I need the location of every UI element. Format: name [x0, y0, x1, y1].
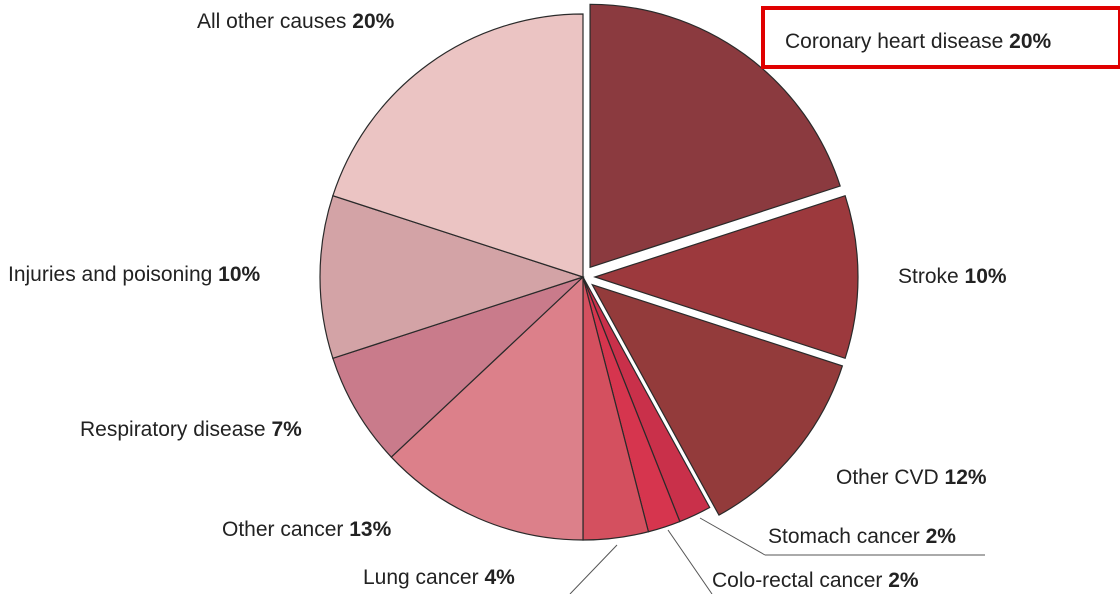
- value-label: 10%: [218, 263, 260, 286]
- pie-slice: [593, 194, 859, 360]
- value-label: 20%: [1009, 30, 1051, 53]
- pie-slice: [590, 283, 844, 516]
- value-label: 2%: [926, 525, 957, 548]
- category-name: Respiratory disease: [80, 418, 266, 441]
- category-name: All other causes: [197, 10, 346, 33]
- slice-label: Lung cancer 4%: [363, 566, 515, 589]
- value-label: 13%: [349, 518, 391, 541]
- slice-label: Stroke 10%: [898, 265, 1007, 288]
- category-name: Injuries and poisoning: [8, 263, 212, 286]
- pie-slice: [332, 13, 584, 278]
- value-label: 2%: [888, 569, 919, 592]
- slice-label: Stomach cancer 2%: [768, 525, 956, 548]
- category-name: Other CVD: [836, 466, 939, 489]
- slices: [319, 3, 859, 541]
- slice-label: Other CVD 12%: [836, 466, 987, 489]
- value-label: 7%: [271, 418, 302, 441]
- category-name: Other cancer: [222, 518, 343, 541]
- category-name: Lung cancer: [363, 566, 479, 589]
- category-name: Stroke: [898, 265, 959, 288]
- category-name: Stomach cancer: [768, 525, 920, 548]
- slice-label: All other causes 20%: [197, 10, 395, 33]
- leader-line: [569, 544, 618, 594]
- slice-label: Respiratory disease 7%: [80, 418, 302, 441]
- slice-label: Other cancer 13%: [222, 518, 392, 541]
- slice-label: Injuries and poisoning 10%: [8, 263, 261, 286]
- leader-line: [699, 517, 766, 556]
- value-label: 12%: [945, 466, 987, 489]
- slice-label: Coronary heart disease 20%: [785, 30, 1051, 53]
- leader-line: [667, 529, 713, 594]
- category-name: Colo-rectal cancer: [712, 569, 882, 592]
- value-label: 20%: [352, 10, 394, 33]
- pie-slice: [390, 275, 584, 541]
- pie-slice: [332, 276, 584, 458]
- pie-slice: [319, 194, 585, 360]
- highlight-box: [761, 6, 1120, 69]
- labels: Coronary heart disease 20% Stroke 10% Othe…: [8, 10, 1051, 592]
- value-label: 4%: [484, 566, 515, 589]
- value-label: 10%: [965, 265, 1007, 288]
- slice-label: Colo-rectal cancer 2%: [712, 569, 919, 592]
- category-name: Coronary heart disease: [785, 30, 1003, 53]
- pie-slice: [589, 3, 841, 269]
